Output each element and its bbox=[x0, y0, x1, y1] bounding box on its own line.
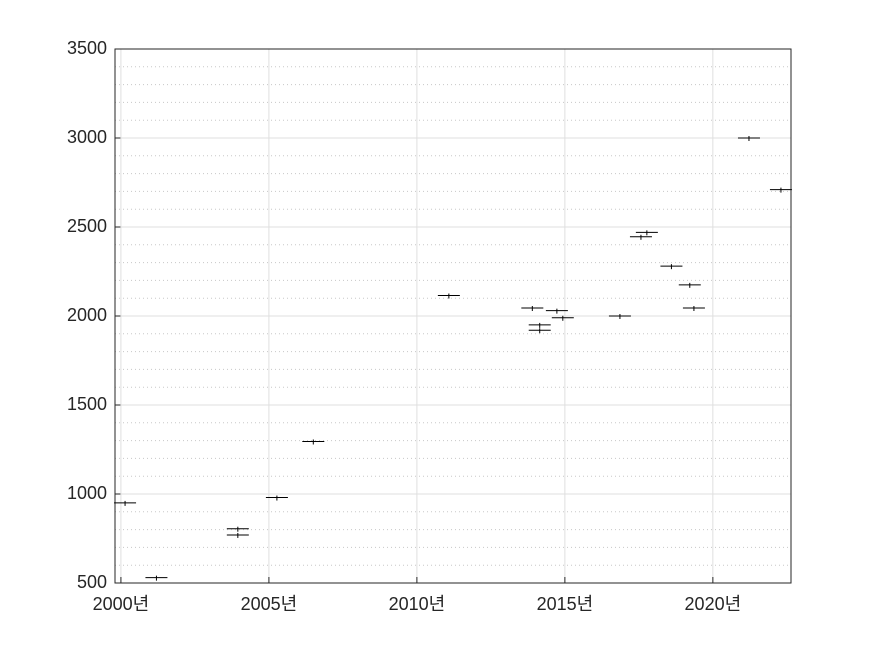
y-tick-label: 3500 bbox=[67, 38, 107, 58]
x-tick-label: 2010년 bbox=[389, 594, 446, 614]
y-tick-label: 2000 bbox=[67, 305, 107, 325]
x-tick-label: 2005년 bbox=[241, 594, 298, 614]
axes-box bbox=[114, 48, 792, 584]
y-tick-label: 1500 bbox=[67, 394, 107, 414]
x-tick-label: 2000년 bbox=[93, 594, 150, 614]
y-tick-label: 2500 bbox=[67, 216, 107, 236]
y-tick-label: 1000 bbox=[67, 483, 107, 503]
x-tick-label: 2020년 bbox=[685, 594, 742, 614]
x-tick-label: 2015년 bbox=[537, 594, 594, 614]
y-tick-label: 3000 bbox=[67, 127, 107, 147]
y-tick-label: 500 bbox=[77, 572, 107, 592]
